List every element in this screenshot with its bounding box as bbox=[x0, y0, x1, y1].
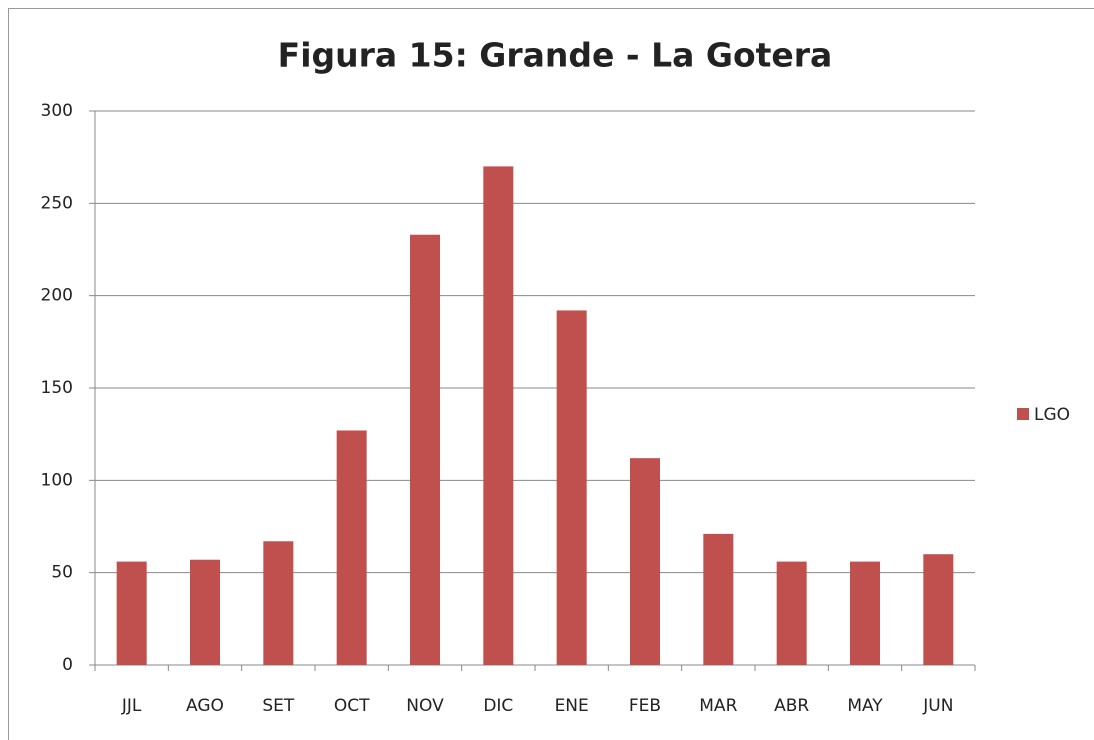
y-tick-label: 100 bbox=[41, 470, 73, 490]
bar bbox=[190, 559, 220, 665]
legend-label: LGO bbox=[1034, 405, 1070, 425]
legend-swatch bbox=[1017, 408, 1029, 420]
x-tick-label: MAR bbox=[699, 696, 737, 716]
bar bbox=[336, 430, 367, 665]
x-tick-label: FEB bbox=[629, 696, 661, 716]
bar bbox=[410, 234, 440, 665]
x-tick-label: ENE bbox=[555, 696, 589, 716]
chart-frame bbox=[8, 8, 1094, 740]
x-tick-label: NOV bbox=[406, 696, 444, 716]
x-tick-label: AGO bbox=[186, 696, 224, 716]
y-tick-label: 200 bbox=[41, 286, 73, 306]
y-tick-label: 150 bbox=[41, 378, 73, 398]
bar bbox=[556, 310, 587, 665]
y-tick-label: 250 bbox=[41, 193, 73, 213]
bar bbox=[923, 554, 954, 665]
chart-title: Figura 15: Grande - La Gotera bbox=[278, 36, 833, 75]
x-tick-label: ABR bbox=[774, 696, 809, 716]
bar bbox=[630, 458, 660, 665]
bar bbox=[263, 541, 294, 665]
x-tick-label: MAY bbox=[847, 696, 883, 716]
bar bbox=[116, 561, 147, 665]
bar bbox=[850, 561, 880, 665]
y-tick-label: 50 bbox=[51, 563, 73, 583]
bar bbox=[776, 561, 807, 665]
x-tick-label: JJL bbox=[121, 696, 142, 716]
x-tick-label: JUN bbox=[922, 696, 953, 716]
bar bbox=[703, 533, 734, 665]
y-tick-label: 0 bbox=[62, 655, 73, 675]
x-tick-label: OCT bbox=[334, 696, 370, 716]
x-tick-label: DIC bbox=[483, 696, 513, 716]
y-tick-label: 300 bbox=[41, 101, 73, 121]
bar bbox=[483, 166, 514, 665]
x-tick-label: SET bbox=[262, 696, 295, 716]
